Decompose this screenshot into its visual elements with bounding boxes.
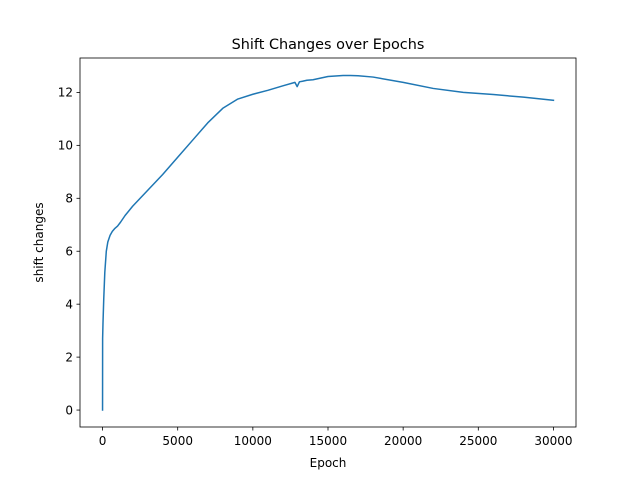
y-axis: 0 2 4 6 8 10 12 <box>58 86 80 417</box>
y-tick-label: 12 <box>58 86 73 100</box>
x-tick-label: 0 <box>99 434 107 448</box>
y-tick-label: 4 <box>65 297 73 311</box>
chart-title: Shift Changes over Epochs <box>232 37 425 53</box>
y-axis-label: shift changes <box>32 202 46 282</box>
series-line <box>101 74 555 411</box>
x-tick-label: 25000 <box>459 434 497 448</box>
x-tick-label: 15000 <box>309 434 347 448</box>
x-tick-label: 20000 <box>384 434 422 448</box>
y-tick-label: 8 <box>65 192 73 206</box>
x-axis: 0 5000 10000 15000 20000 25000 30000 <box>99 427 573 448</box>
x-axis-label: Epoch <box>310 456 347 470</box>
y-tick-label: 2 <box>65 350 73 364</box>
y-tick-label: 0 <box>65 403 73 417</box>
x-tick-label: 30000 <box>534 434 572 448</box>
y-tick-label: 10 <box>58 139 73 153</box>
plot-area <box>101 74 555 411</box>
x-tick-label: 10000 <box>234 434 272 448</box>
y-tick-label: 6 <box>65 245 73 259</box>
x-tick-label: 5000 <box>162 434 193 448</box>
